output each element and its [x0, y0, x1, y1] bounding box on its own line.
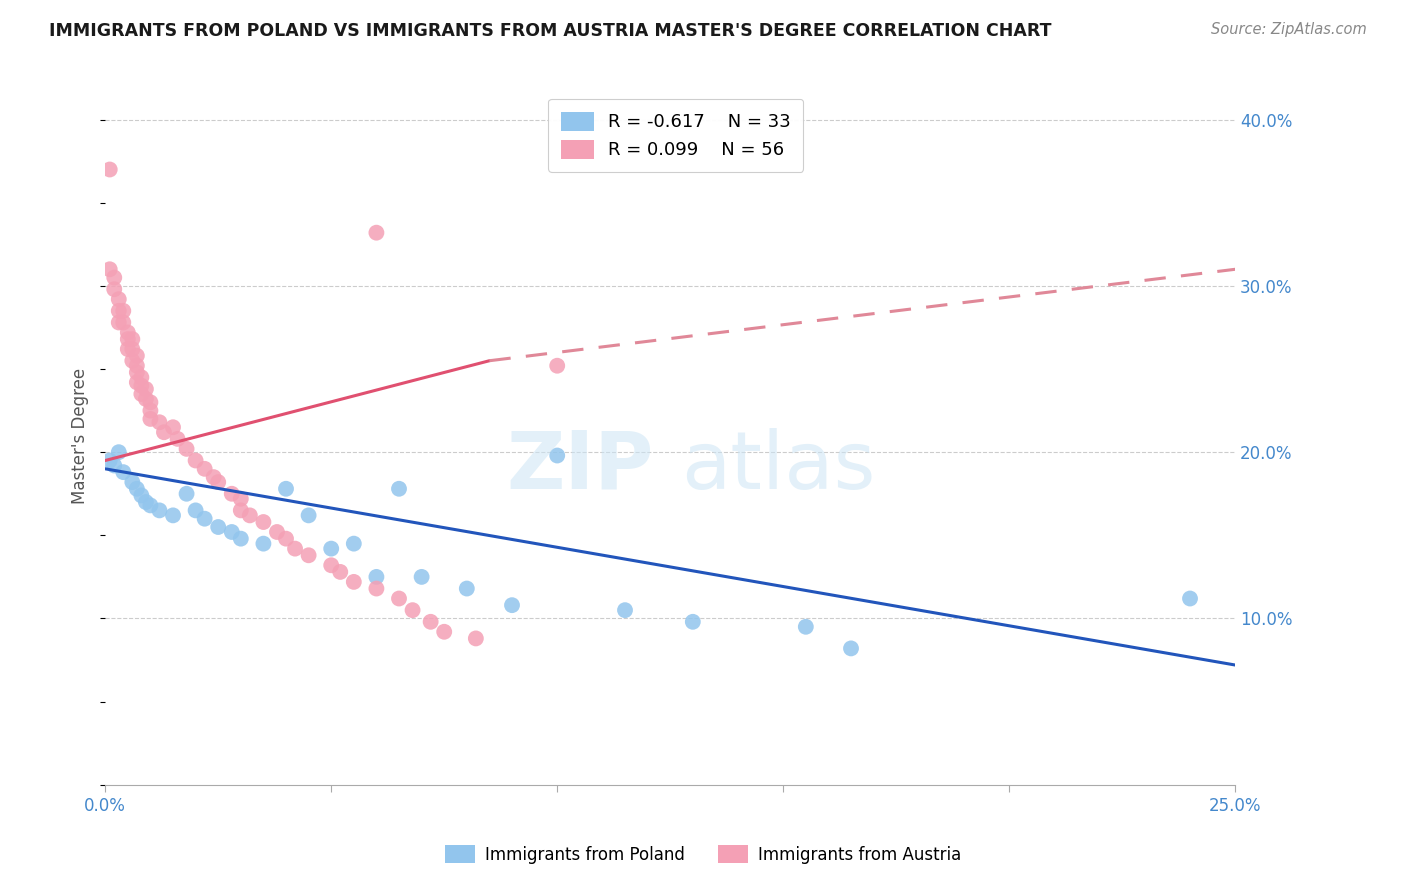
Point	[131, 370, 153, 384]
Point	[112, 465, 135, 479]
Point	[411, 570, 433, 584]
Point	[839, 641, 862, 656]
Point	[229, 503, 252, 517]
Point	[139, 395, 162, 409]
Point	[131, 488, 153, 502]
Point	[121, 353, 143, 368]
Point	[321, 558, 343, 573]
Point	[107, 303, 129, 318]
Point	[107, 292, 129, 306]
Point	[221, 524, 243, 539]
Point	[388, 591, 411, 606]
Point	[207, 520, 229, 534]
Point	[139, 412, 162, 426]
Point	[184, 453, 207, 467]
Point	[162, 420, 184, 434]
Point	[366, 226, 388, 240]
Point	[103, 458, 125, 473]
Point	[98, 453, 121, 467]
Point	[614, 603, 637, 617]
Point	[121, 475, 143, 489]
Text: Source: ZipAtlas.com: Source: ZipAtlas.com	[1211, 22, 1367, 37]
Point	[266, 524, 288, 539]
Point	[176, 487, 198, 501]
Point	[329, 565, 352, 579]
Point	[125, 359, 148, 373]
Legend: R = -0.617    N = 33, R = 0.099    N = 56: R = -0.617 N = 33, R = 0.099 N = 56	[548, 99, 803, 172]
Point	[135, 495, 157, 509]
Point	[166, 432, 188, 446]
Point	[433, 624, 456, 639]
Point	[131, 378, 153, 392]
Point	[148, 503, 170, 517]
Point	[366, 582, 388, 596]
Point	[229, 491, 252, 506]
Point	[501, 598, 523, 612]
Point	[148, 415, 170, 429]
Point	[139, 499, 162, 513]
Point	[131, 387, 153, 401]
Point	[107, 445, 129, 459]
Point	[252, 536, 274, 550]
Point	[321, 541, 343, 556]
Point	[135, 382, 157, 396]
Legend: Immigrants from Poland, Immigrants from Austria: Immigrants from Poland, Immigrants from …	[439, 838, 967, 871]
Point	[125, 482, 148, 496]
Point	[135, 392, 157, 406]
Point	[297, 508, 319, 523]
Point	[221, 487, 243, 501]
Point	[125, 349, 148, 363]
Point	[98, 162, 121, 177]
Point	[366, 570, 388, 584]
Text: ZIP: ZIP	[506, 428, 654, 506]
Point	[419, 615, 441, 629]
Point	[98, 262, 121, 277]
Point	[202, 470, 225, 484]
Point	[239, 508, 262, 523]
Point	[121, 332, 143, 346]
Point	[176, 442, 198, 456]
Point	[112, 303, 135, 318]
Point	[112, 316, 135, 330]
Point	[297, 549, 319, 563]
Point	[682, 615, 704, 629]
Point	[117, 342, 139, 356]
Point	[153, 425, 176, 440]
Point	[125, 376, 148, 390]
Point	[184, 503, 207, 517]
Point	[794, 620, 817, 634]
Point	[139, 403, 162, 417]
Point	[343, 574, 366, 589]
Point	[229, 532, 252, 546]
Point	[117, 332, 139, 346]
Point	[103, 270, 125, 285]
Point	[194, 462, 217, 476]
Point	[546, 359, 568, 373]
Point	[252, 515, 274, 529]
Point	[546, 449, 568, 463]
Point	[284, 541, 307, 556]
Y-axis label: Master's Degree: Master's Degree	[72, 368, 89, 504]
Point	[107, 316, 129, 330]
Point	[207, 475, 229, 489]
Point	[117, 326, 139, 340]
Text: atlas: atlas	[682, 428, 876, 506]
Point	[162, 508, 184, 523]
Point	[456, 582, 478, 596]
Point	[125, 365, 148, 379]
Text: IMMIGRANTS FROM POLAND VS IMMIGRANTS FROM AUSTRIA MASTER'S DEGREE CORRELATION CH: IMMIGRANTS FROM POLAND VS IMMIGRANTS FRO…	[49, 22, 1052, 40]
Point	[343, 536, 366, 550]
Point	[103, 282, 125, 296]
Point	[401, 603, 423, 617]
Point	[464, 632, 486, 646]
Point	[274, 532, 297, 546]
Point	[121, 342, 143, 356]
Point	[1178, 591, 1201, 606]
Point	[194, 512, 217, 526]
Point	[274, 482, 297, 496]
Point	[388, 482, 411, 496]
